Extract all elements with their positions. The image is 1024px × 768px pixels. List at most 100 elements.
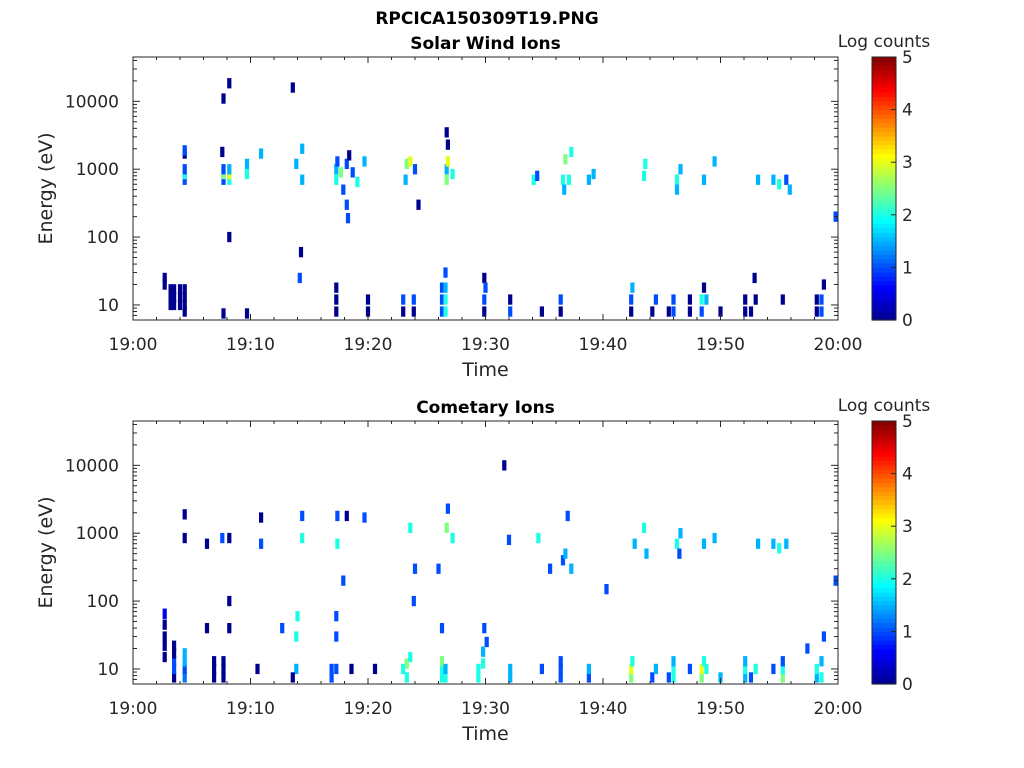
heatmap-cell bbox=[168, 284, 173, 295]
heatmap-cell bbox=[743, 306, 748, 317]
colorbar-segment bbox=[872, 653, 896, 659]
colorbar-segment bbox=[872, 223, 896, 229]
heatmap-cell bbox=[701, 174, 707, 185]
heatmap-cell bbox=[753, 294, 758, 305]
heatmap-cell bbox=[204, 623, 210, 634]
colorbar-segment bbox=[872, 491, 896, 497]
colorbar-segment bbox=[872, 254, 896, 260]
heatmap-cell bbox=[701, 282, 707, 293]
heatmap-cell bbox=[182, 663, 187, 675]
colorbar-segment bbox=[872, 227, 896, 233]
heatmap-cell bbox=[411, 595, 416, 607]
heatmap-cell bbox=[162, 279, 167, 290]
heatmap-cell bbox=[295, 611, 300, 622]
colorbar-tick-label: 3 bbox=[902, 153, 913, 173]
heatmap-cell bbox=[630, 656, 635, 667]
colorbar-segment bbox=[872, 210, 896, 216]
colorbar-segment bbox=[872, 214, 896, 220]
heatmap-cell bbox=[334, 294, 339, 305]
colorbar-segment bbox=[872, 570, 896, 576]
heatmap-cell bbox=[244, 158, 250, 169]
heatmap-cell bbox=[699, 663, 704, 675]
heatmap-cell bbox=[653, 294, 658, 305]
heatmap-cell bbox=[355, 176, 360, 188]
heatmap-cell bbox=[814, 306, 819, 317]
heatmap-cell bbox=[506, 534, 512, 545]
heatmap-cell bbox=[502, 460, 507, 471]
y-tick-label: 1000 bbox=[76, 160, 119, 180]
heatmap-cell bbox=[416, 199, 421, 210]
heatmap-cell bbox=[666, 672, 671, 683]
colorbar-segment bbox=[872, 473, 896, 479]
colorbar-tick-label: 4 bbox=[902, 465, 913, 485]
colorbar-segment bbox=[872, 105, 896, 111]
colorbar-label: Log counts bbox=[838, 32, 931, 52]
colorbar-segment bbox=[872, 78, 896, 84]
heatmap-cell bbox=[644, 548, 649, 559]
heatmap-cell bbox=[569, 563, 574, 574]
y-tick-label: 10 bbox=[97, 660, 119, 680]
colorbar-segment bbox=[872, 631, 896, 637]
heatmap-cell bbox=[227, 623, 232, 634]
heatmap-cell bbox=[531, 174, 536, 185]
heatmap-cell bbox=[168, 292, 173, 303]
x-tick-label: 20:00 bbox=[814, 335, 863, 355]
colorbar-segment bbox=[872, 425, 896, 431]
colorbar-segment bbox=[872, 477, 896, 483]
colorbar-segment bbox=[872, 583, 896, 589]
heatmap-cell bbox=[172, 299, 177, 311]
colorbar-segment bbox=[872, 311, 896, 317]
colorbar-segment bbox=[872, 526, 896, 532]
colorbar-segment bbox=[872, 298, 896, 304]
colorbar-segment bbox=[872, 495, 896, 501]
heatmap-cell bbox=[341, 184, 346, 195]
y-tick-label: 10000 bbox=[65, 92, 119, 112]
colorbar-segment bbox=[872, 87, 896, 93]
heatmap-cell bbox=[445, 503, 450, 514]
heatmap-cell bbox=[771, 538, 776, 549]
colorbar-tick-label: 0 bbox=[902, 311, 913, 331]
colorbar-segment bbox=[872, 460, 896, 466]
heatmap-cell bbox=[182, 174, 187, 185]
heatmap-cell bbox=[753, 663, 758, 675]
colorbar-segment bbox=[872, 83, 896, 89]
heatmap-cell bbox=[558, 672, 563, 683]
colorbar-segment bbox=[872, 122, 896, 128]
heatmap-cell bbox=[411, 294, 416, 305]
colorbar-segment bbox=[872, 451, 896, 457]
colorbar-segment bbox=[872, 315, 896, 321]
heatmap-cell bbox=[718, 672, 723, 683]
heatmap-cell bbox=[372, 663, 378, 675]
x-tick-label: 20:00 bbox=[814, 699, 863, 719]
colorbar-segment bbox=[872, 258, 896, 264]
colorbar-segment bbox=[872, 179, 896, 185]
colorbar-segment bbox=[872, 499, 896, 505]
heatmap-cell bbox=[182, 306, 187, 317]
heatmap-cell bbox=[674, 184, 680, 195]
heatmap-cell bbox=[483, 282, 488, 293]
x-tick-label: 19:10 bbox=[226, 335, 275, 355]
colorbar-segment bbox=[872, 289, 896, 295]
colorbar-segment bbox=[872, 548, 896, 554]
colorbar-segment bbox=[872, 267, 896, 273]
x-tick-label: 19:30 bbox=[461, 699, 510, 719]
colorbar-segment bbox=[872, 175, 896, 181]
heatmap-cell bbox=[227, 532, 232, 544]
heatmap-cell bbox=[182, 509, 187, 520]
colorbar-segment bbox=[872, 565, 896, 571]
colorbar-segment bbox=[872, 587, 896, 593]
colorbar-segment bbox=[872, 543, 896, 549]
colorbar-segment bbox=[872, 556, 896, 562]
heatmap-cell bbox=[172, 672, 177, 683]
heatmap-cell bbox=[687, 306, 692, 317]
x-axis-label: Time bbox=[461, 723, 509, 745]
colorbar-segment bbox=[872, 70, 896, 76]
x-tick-label: 19:30 bbox=[461, 335, 510, 355]
heatmap-cell bbox=[221, 663, 226, 675]
heatmap-cell bbox=[756, 538, 761, 549]
colorbar-segment bbox=[872, 57, 896, 62]
heatmap-cell bbox=[650, 306, 655, 317]
figure-title: RPCICA150309T19.PNG bbox=[375, 9, 598, 29]
heatmap-cell bbox=[182, 672, 187, 683]
x-tick-label: 19:10 bbox=[226, 699, 275, 719]
